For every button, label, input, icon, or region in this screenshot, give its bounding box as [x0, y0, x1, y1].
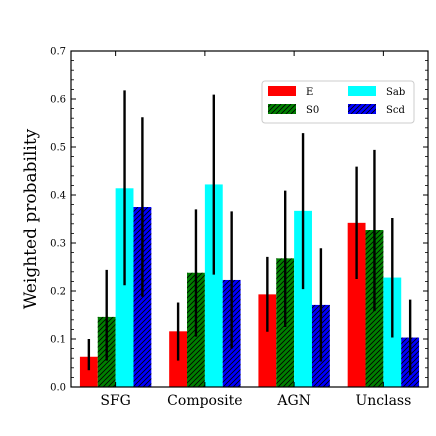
bar-hatch-scd-sfg [133, 207, 152, 387]
x-category-label-1: Composite [167, 393, 242, 409]
x-category-label-3: Unclass [355, 393, 411, 409]
y-tick-label-5: 0.5 [50, 143, 66, 154]
y-tick-label-0: 0.0 [50, 383, 66, 394]
y-tick-label-2: 0.2 [50, 287, 66, 298]
legend-swatch-e [268, 86, 296, 96]
legend-label-s0: S0 [306, 105, 319, 116]
legend-label-sab: Sab [386, 87, 405, 98]
x-category-label-2: AGN [276, 393, 311, 409]
x-category-label-0: SFG [100, 393, 131, 409]
y-tick-label-1: 0.1 [50, 335, 66, 346]
bar-sab-agn [294, 210, 312, 387]
bar-e-agn [258, 294, 277, 387]
y-axis-label: Weighted probability [21, 128, 41, 309]
y-tick-label-7: 0.7 [50, 47, 66, 58]
y-tick-label-3: 0.3 [50, 239, 66, 250]
y-tick-label-4: 0.4 [50, 191, 66, 202]
bar-e-sfg [79, 356, 98, 387]
y-tick-label-6: 0.6 [50, 95, 66, 106]
legend: E S0 Sab Scd [261, 80, 415, 124]
bar-sab-composite [204, 184, 223, 387]
legend-swatch-hatch-scd [348, 104, 376, 114]
bar-sab-sfg [115, 188, 134, 387]
legend-label-scd: Scd [386, 105, 405, 116]
legend-swatch-hatch-s0 [268, 104, 296, 114]
bar-e-unclass [347, 222, 366, 387]
plot-frame [70, 50, 429, 388]
legend-label-e: E [306, 87, 313, 98]
legend-swatch-sab [348, 86, 376, 96]
